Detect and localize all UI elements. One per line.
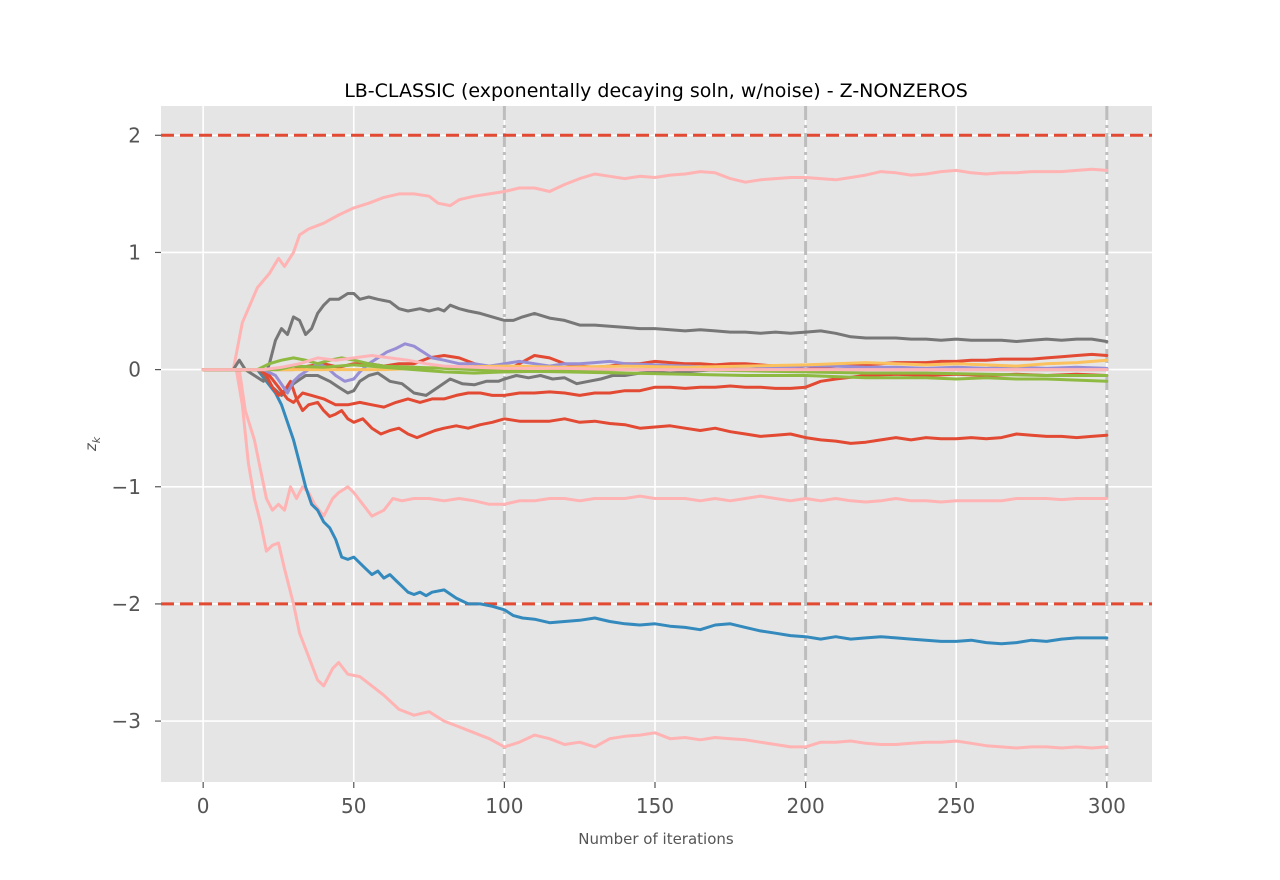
y-axis-label-subscript: k: [90, 436, 103, 443]
x-tick-label: 250: [937, 794, 975, 818]
series-line: [201, 363, 1109, 377]
y-axis-label: zk: [82, 436, 103, 452]
series-line: [201, 292, 1109, 383]
chart-title: LB-CLASSIC (exponentally decaying soln, …: [344, 80, 968, 102]
y-tick-label: 0: [128, 358, 141, 382]
y-tick-label: −2: [112, 592, 141, 616]
series-line: [201, 368, 1109, 445]
series-line: [201, 167, 1109, 372]
x-tick-label: 50: [341, 794, 366, 818]
y-tick-labels: −3 −2 −1 0 1 2: [112, 123, 161, 733]
x-axis-label: Number of iterations: [578, 830, 734, 848]
x-tick-label: 200: [787, 794, 825, 818]
series-lines: [201, 167, 1109, 750]
y-tick-label: −3: [112, 709, 141, 733]
x-tick-labels: 0 50 100 150 200 250 300: [197, 782, 1126, 818]
x-tick-label: 0: [197, 794, 210, 818]
series-line: [201, 368, 1109, 750]
series-line: [201, 368, 1109, 409]
y-tick-label: 2: [128, 123, 141, 147]
x-tick-label: 150: [636, 794, 674, 818]
series-line: [201, 368, 1109, 646]
horizontal-reference-lines: [161, 133, 1152, 606]
vertical-reference-lines: [502, 106, 1109, 782]
y-tick-label: 1: [128, 240, 141, 264]
series-line: [201, 354, 1109, 372]
x-tick-label: 100: [485, 794, 523, 818]
plot-background: [161, 106, 1152, 782]
y-axis-label-main: z: [82, 442, 100, 452]
x-tick-label: 300: [1088, 794, 1126, 818]
y-tick-label: −1: [112, 475, 141, 499]
